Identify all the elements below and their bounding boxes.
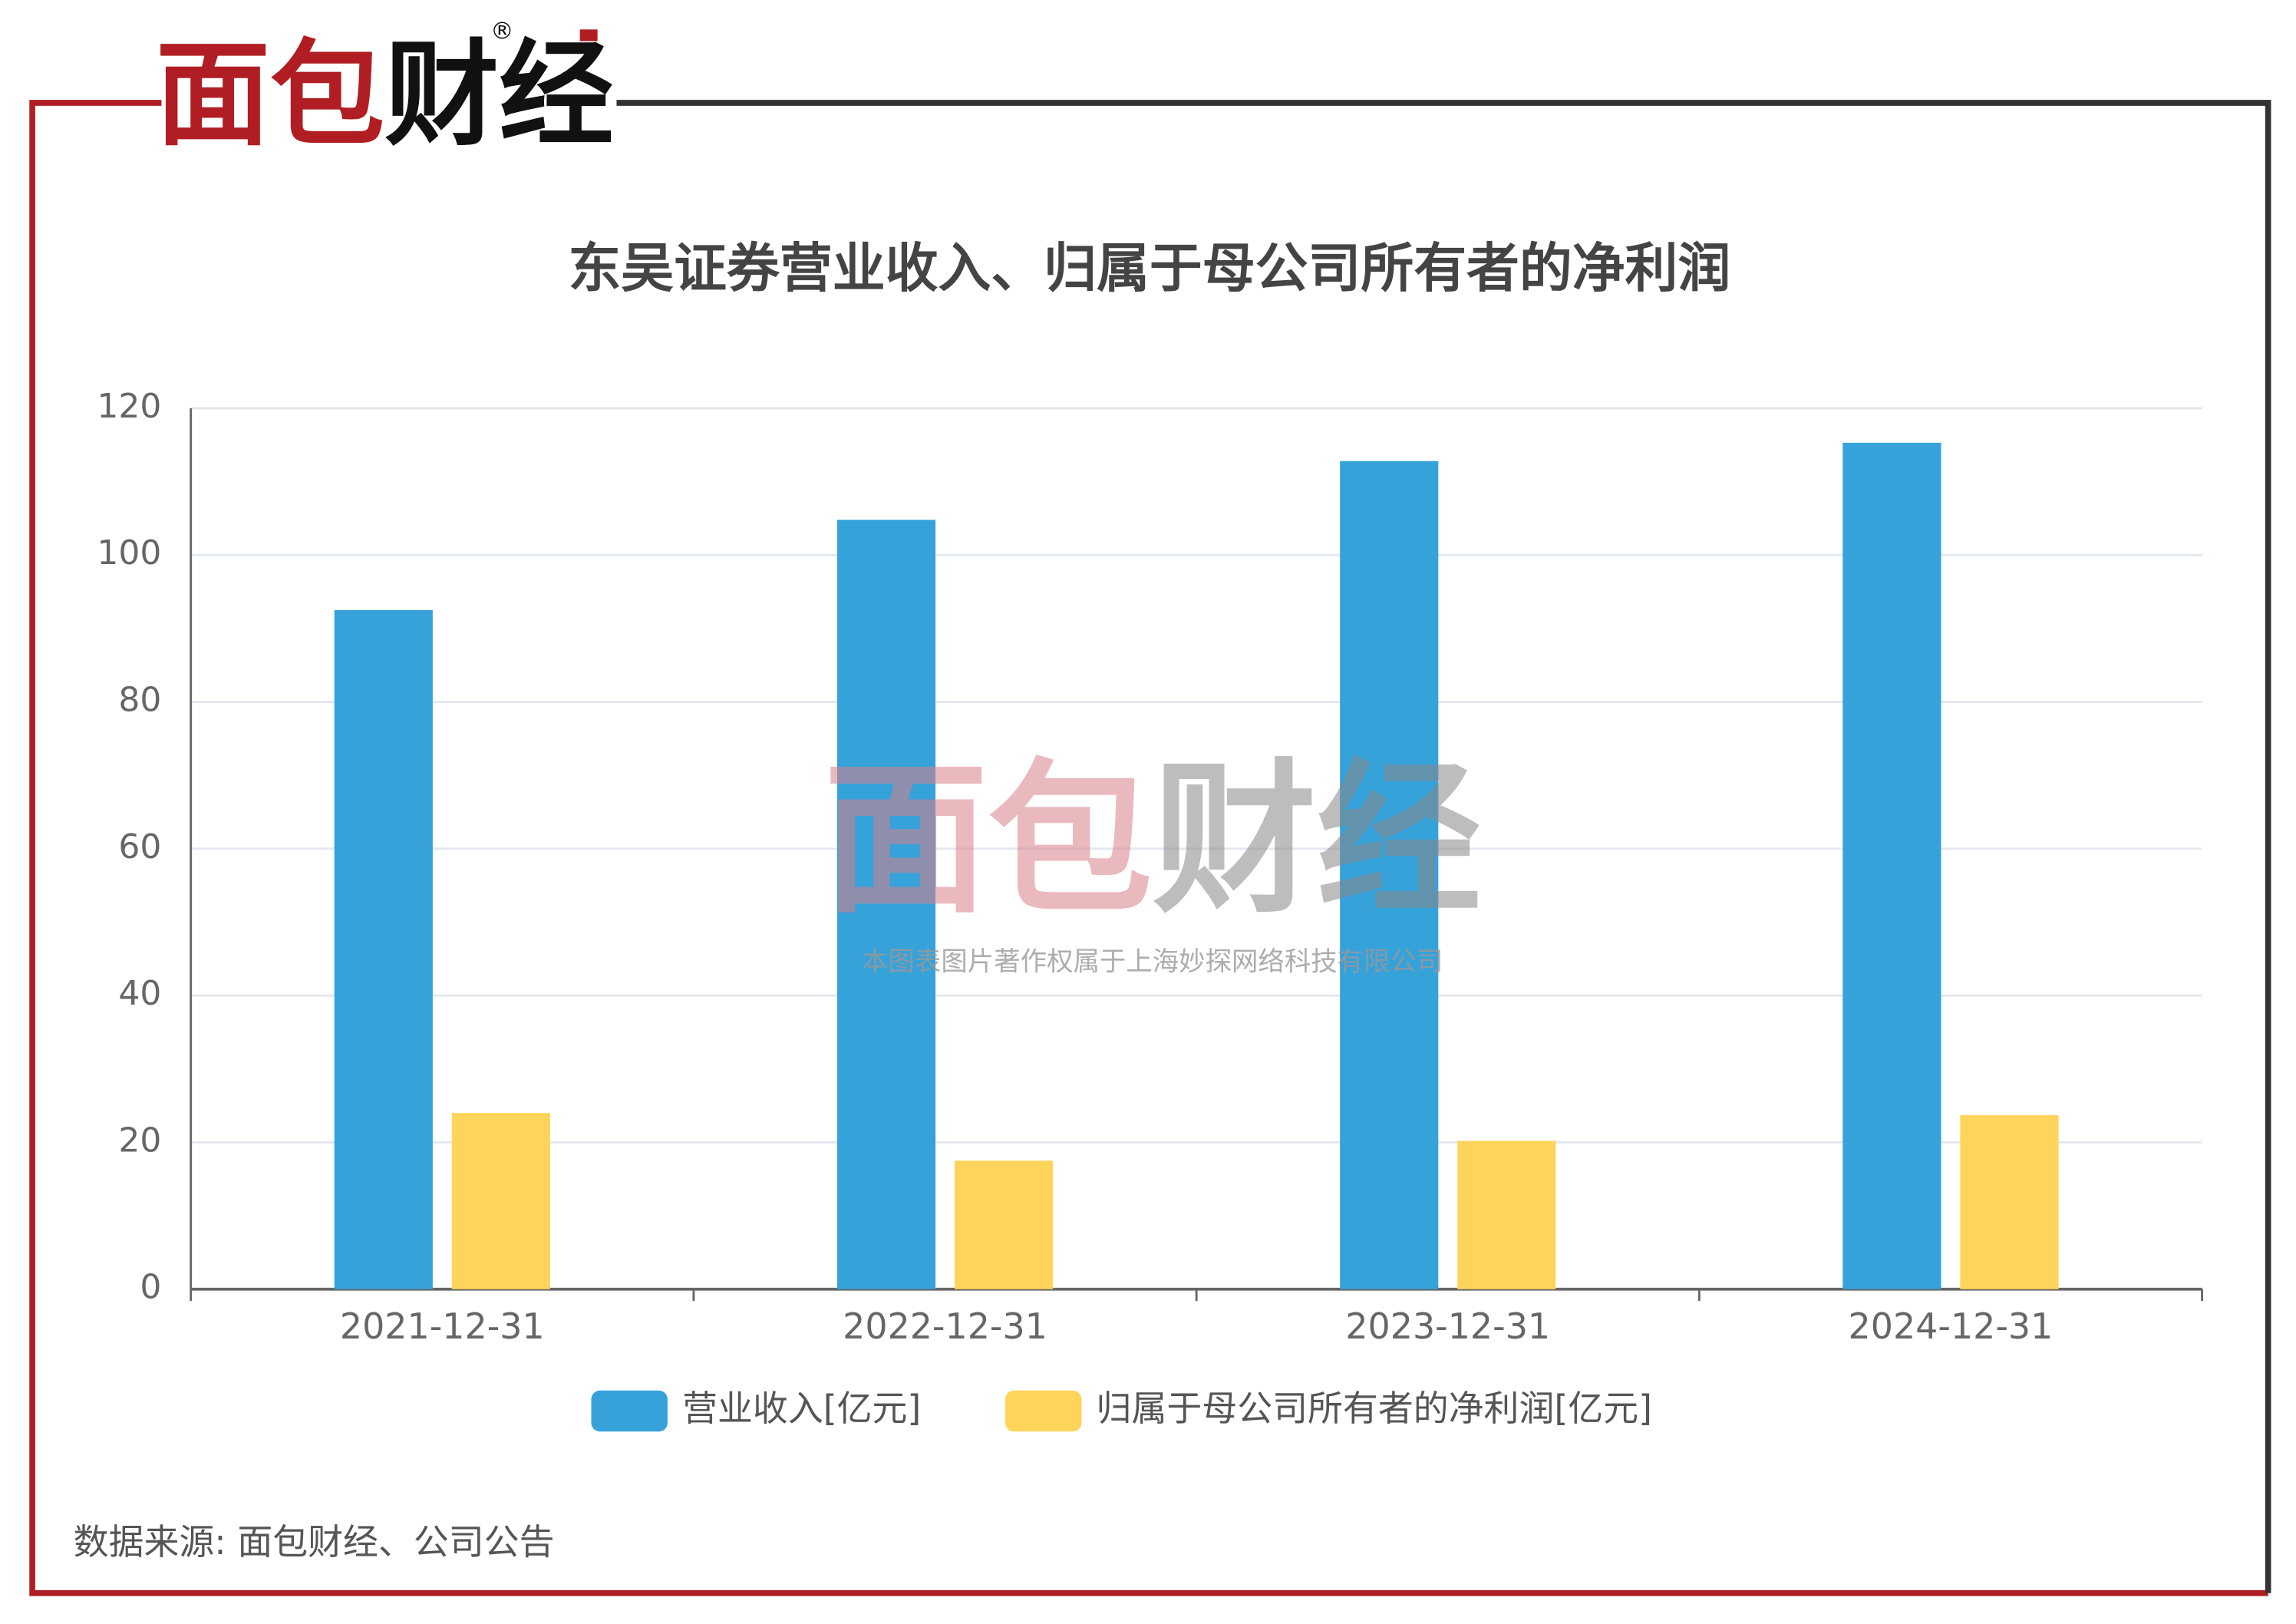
y-tick-label: 120 — [97, 387, 161, 426]
x-tick-label: 2022-12-31 — [843, 1305, 1047, 1347]
frame — [29, 29, 2271, 1596]
legend-label: 归属于母公司所有者的净利润[亿元] — [1097, 1388, 1652, 1429]
logo: 面包财经 — [156, 28, 614, 162]
y-tick-label: 60 — [118, 827, 161, 866]
legend: 营业收入[亿元] 归属于母公司所有者的净利润[亿元] — [591, 1388, 1652, 1432]
watermark-notice: 本图表图片著作权属于上海妙探网络科技有限公司 — [862, 947, 1443, 978]
bar — [954, 1160, 1054, 1289]
legend-swatch — [591, 1390, 668, 1432]
y-tick-label: 40 — [118, 974, 161, 1013]
y-tick-label: 100 — [97, 533, 161, 573]
source: 数据来源: 面包财经、公司公告 — [74, 1521, 555, 1563]
x-tick-label: 2023-12-31 — [1345, 1305, 1550, 1347]
legend-label: 营业收入[亿元] — [682, 1388, 921, 1429]
x-tick-label: 2021-12-31 — [340, 1305, 545, 1347]
chart-title: 东吴证券营业收入、归属于母公司所有者的净利润 — [568, 238, 1730, 299]
bar — [1457, 1140, 1556, 1289]
bar — [1960, 1115, 2059, 1289]
plot: 0 20 40 60 80 100 120 2021-12-31 2022-12-31 2023-… — [97, 387, 2203, 1432]
legend-swatch — [1004, 1390, 1082, 1432]
y-tick-label: 20 — [118, 1121, 161, 1160]
bar — [1340, 460, 1439, 1289]
bar — [451, 1113, 550, 1289]
bar — [836, 520, 936, 1289]
bar — [334, 609, 433, 1289]
y-tick-label: 80 — [118, 681, 161, 720]
watermark-logo: 面包财经 — [823, 744, 1481, 936]
x-tick-label: 2024-12-31 — [1849, 1305, 2054, 1347]
bar — [1842, 442, 1941, 1289]
registered-mark: ® — [490, 18, 514, 45]
y-tick-label: 0 — [140, 1268, 161, 1307]
